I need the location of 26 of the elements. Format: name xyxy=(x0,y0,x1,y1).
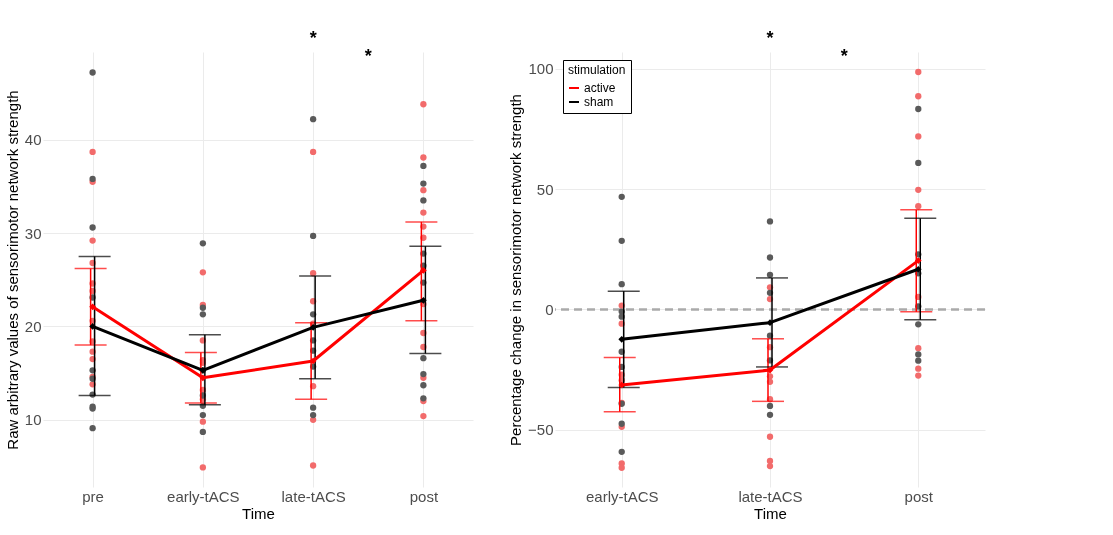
x-tick-label: pre xyxy=(82,487,104,505)
y-tick-label: 100 xyxy=(528,60,554,78)
y-tick-label: 0 xyxy=(545,300,554,318)
text: * xyxy=(766,28,774,48)
x-axis-title: Time xyxy=(754,504,787,522)
x-tick-label: late-tACS xyxy=(281,487,346,505)
x-tick-label: late-tACS xyxy=(738,487,803,505)
y-tick-label: 50 xyxy=(536,180,554,198)
y-tick-label: 30 xyxy=(24,224,42,242)
legend-label: sham xyxy=(584,95,614,109)
y-axis-title: Percentage change in sensorimotor network strength xyxy=(507,94,525,446)
y-tick-label: −50 xyxy=(528,421,554,439)
annotation: * xyxy=(840,46,848,66)
text: * xyxy=(309,28,317,48)
y-tick-label: 20 xyxy=(24,317,42,335)
x-axis-title: Time xyxy=(242,504,275,522)
y-tick-label: 40 xyxy=(24,131,42,149)
annotation: * xyxy=(364,46,372,66)
y-axis-title: Raw arbitrary values of sensorimotor network strength xyxy=(3,90,21,450)
legend-title: stimulation xyxy=(568,63,626,77)
legend-label: active xyxy=(584,81,616,95)
x-tick-label: early-tACS xyxy=(167,487,240,505)
x-tick-label: early-tACS xyxy=(585,487,659,505)
x-tick-label: post xyxy=(904,487,934,505)
x-tick-label: post xyxy=(409,487,439,505)
y-tick-label: 10 xyxy=(24,411,42,429)
